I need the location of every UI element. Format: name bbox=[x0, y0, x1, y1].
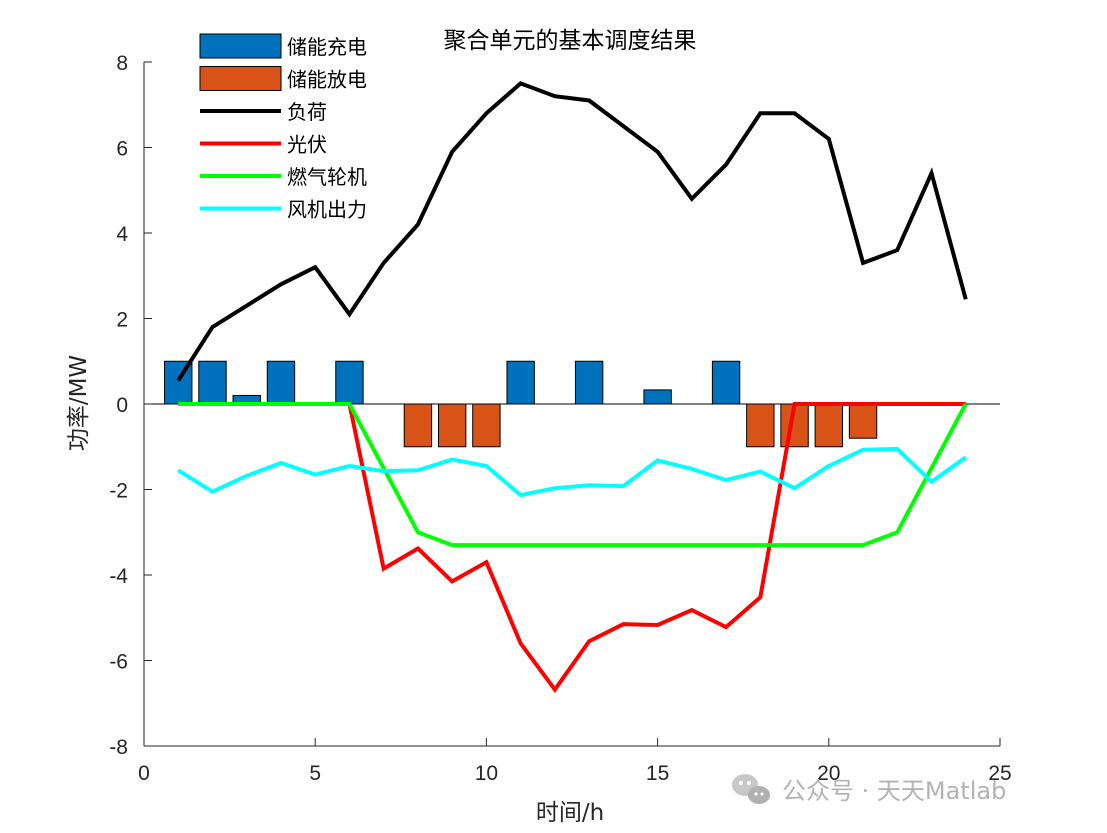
legend-label-gas-turbine: 燃气轮机 bbox=[287, 165, 367, 189]
legend-label-discharge: 储能放电 bbox=[287, 68, 367, 92]
y-tick-label-2: 2 bbox=[116, 309, 128, 332]
bar-discharge-9 bbox=[437, 403, 467, 448]
y-tick-label-4: 4 bbox=[116, 223, 128, 246]
y-tick-label-8: 8 bbox=[116, 52, 128, 75]
bar-charge-2 bbox=[198, 360, 227, 405]
bar-charge-4 bbox=[266, 360, 296, 405]
x-tick-label-10: 10 bbox=[475, 762, 498, 785]
bar-layer bbox=[164, 360, 878, 448]
bar-charge-15 bbox=[643, 389, 672, 405]
y-tick-label--4: -4 bbox=[109, 565, 128, 588]
line-layer bbox=[176, 81, 968, 693]
bar-discharge-8 bbox=[403, 403, 433, 448]
gas-turbine-line bbox=[178, 402, 968, 548]
bar-discharge-10 bbox=[472, 403, 501, 448]
bar-charge-13 bbox=[574, 360, 604, 405]
tick-layer: 0 5 10 15 20 25 -8 -6 -4 -2 0 2 4 6 8 bbox=[109, 52, 1011, 785]
load-line bbox=[176, 81, 968, 382]
watermark: 公众号 · 天天Matlab bbox=[732, 774, 1006, 805]
y-tick-label--8: -8 bbox=[109, 736, 128, 759]
watermark-text: 公众号 · 天天Matlab bbox=[782, 777, 1006, 805]
bar-discharge-20 bbox=[814, 403, 843, 448]
bar-charge-11 bbox=[506, 360, 535, 405]
x-tick-label-25: 25 bbox=[988, 762, 1011, 785]
x-tick-label-20: 20 bbox=[817, 762, 840, 785]
y-axis-title: 功率/MW bbox=[66, 355, 92, 451]
x-tick-label-5: 5 bbox=[309, 762, 321, 785]
wind-line bbox=[177, 446, 967, 498]
legend-swatch-charge bbox=[199, 33, 282, 59]
legend-swatch-discharge bbox=[199, 66, 282, 91]
y-tick-label--2: -2 bbox=[109, 480, 128, 503]
legend-label-load: 负荷 bbox=[287, 100, 327, 124]
chart-title: 聚合单元的基本调度结果 bbox=[444, 28, 697, 54]
y-tick-label-0: 0 bbox=[116, 394, 128, 417]
legend-label-wind: 风机出力 bbox=[287, 198, 367, 222]
x-tick-label-15: 15 bbox=[646, 762, 669, 785]
legend-label-pv: 光伏 bbox=[287, 133, 327, 157]
bar-charge-6 bbox=[335, 360, 364, 405]
legend-label-charge: 储能充电 bbox=[287, 35, 367, 59]
bar-charge-17 bbox=[711, 360, 741, 405]
bar-discharge-18 bbox=[746, 403, 775, 448]
bar-discharge-21 bbox=[848, 403, 878, 439]
x-axis-title: 时间/h bbox=[536, 800, 604, 826]
x-tick-label-0: 0 bbox=[138, 762, 150, 785]
wechat-icon bbox=[732, 774, 770, 804]
y-tick-label--6: -6 bbox=[109, 651, 128, 674]
y-tick-label-6: 6 bbox=[116, 138, 128, 161]
